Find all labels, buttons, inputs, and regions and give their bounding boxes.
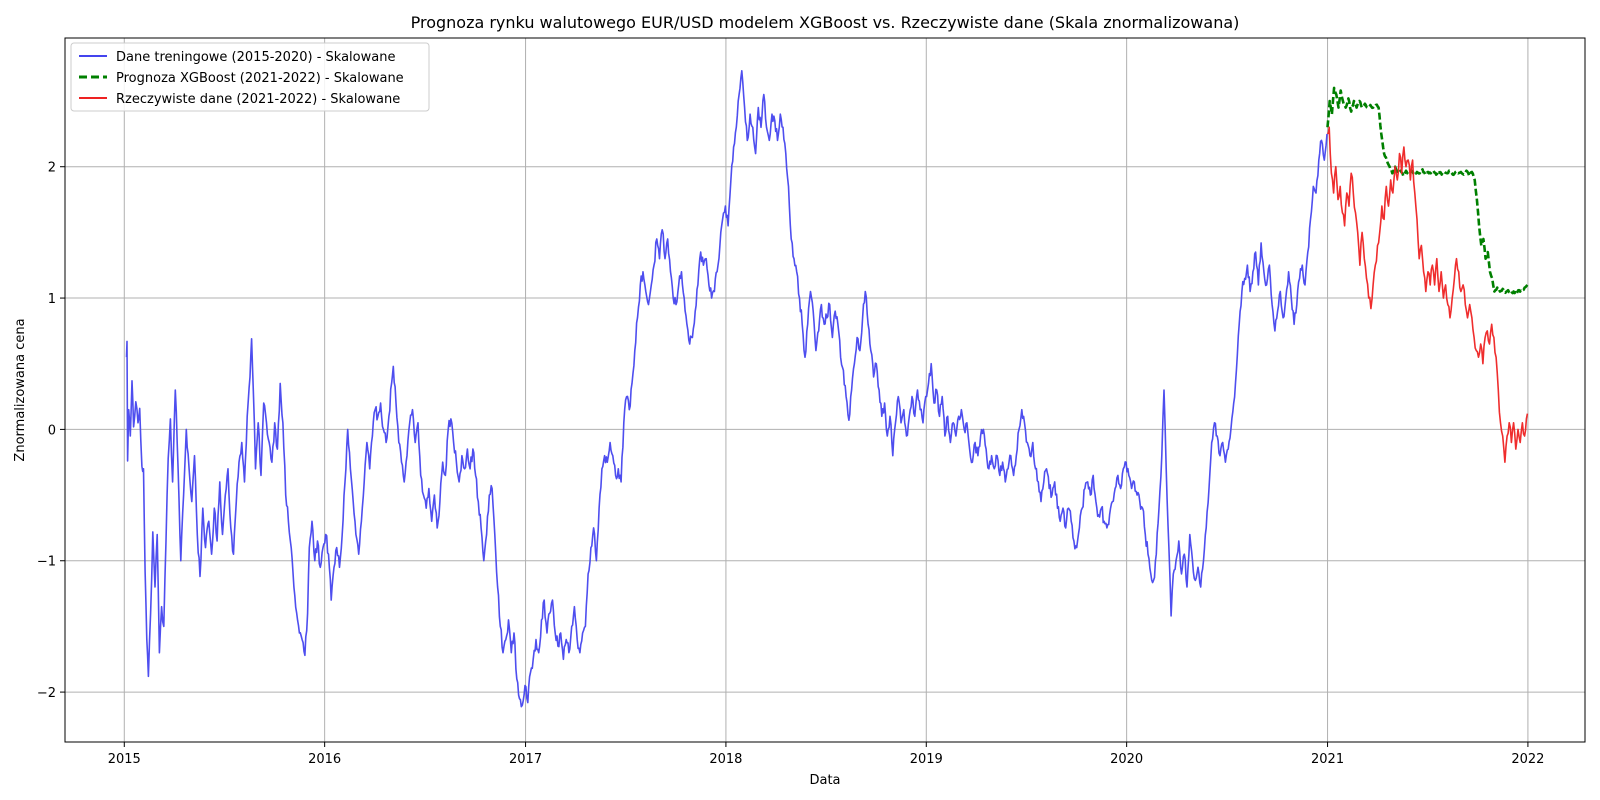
x-tick-label: 2018 [709, 752, 742, 767]
legend-label-actual: Rzeczywiste dane (2021-2022) - Skalowane [116, 92, 400, 107]
series-line-forecast [1326, 86, 1529, 296]
y-tick-label: 2 [48, 161, 56, 176]
y-tick-label: −2 [37, 686, 56, 701]
y-axis-ticks: −2 −1 0 1 2 [37, 161, 65, 701]
y-axis-label: Znormalizowana cena [13, 318, 28, 461]
x-tick-label: 2020 [1110, 752, 1143, 767]
legend-frame [70, 42, 430, 112]
x-tick-label: 2016 [308, 752, 341, 767]
legend-label-forecast: Prognoza XGBoost (2021-2022) - Skalowane [116, 71, 404, 86]
x-axis-ticks: 2015 2016 2017 2018 2019 2020 2021 2022 [108, 742, 1544, 767]
y-tick-label: 0 [48, 423, 56, 438]
y-tick-label: −1 [37, 555, 56, 570]
legend-label-training: Dane treningowe (2015-2020) - Skalowane [116, 50, 395, 65]
chart-title: Prognoza rynku walutowego EUR/USD modele… [411, 13, 1240, 32]
legend: Dane treningowe (2015-2020) - Skalowane … [70, 42, 430, 112]
series-line-actual [1326, 126, 1529, 463]
x-tick-label: 2021 [1311, 752, 1344, 767]
plot-area-frame [64, 37, 1586, 743]
x-tick-label: 2015 [108, 752, 141, 767]
x-tick-label: 2017 [509, 752, 542, 767]
x-axis-label: Data [809, 773, 840, 788]
series-line-training [125, 70, 1328, 708]
plot-series [125, 70, 1529, 708]
x-tick-label: 2019 [910, 752, 943, 767]
x-tick-label: 2022 [1511, 752, 1544, 767]
y-tick-label: 1 [48, 292, 56, 307]
